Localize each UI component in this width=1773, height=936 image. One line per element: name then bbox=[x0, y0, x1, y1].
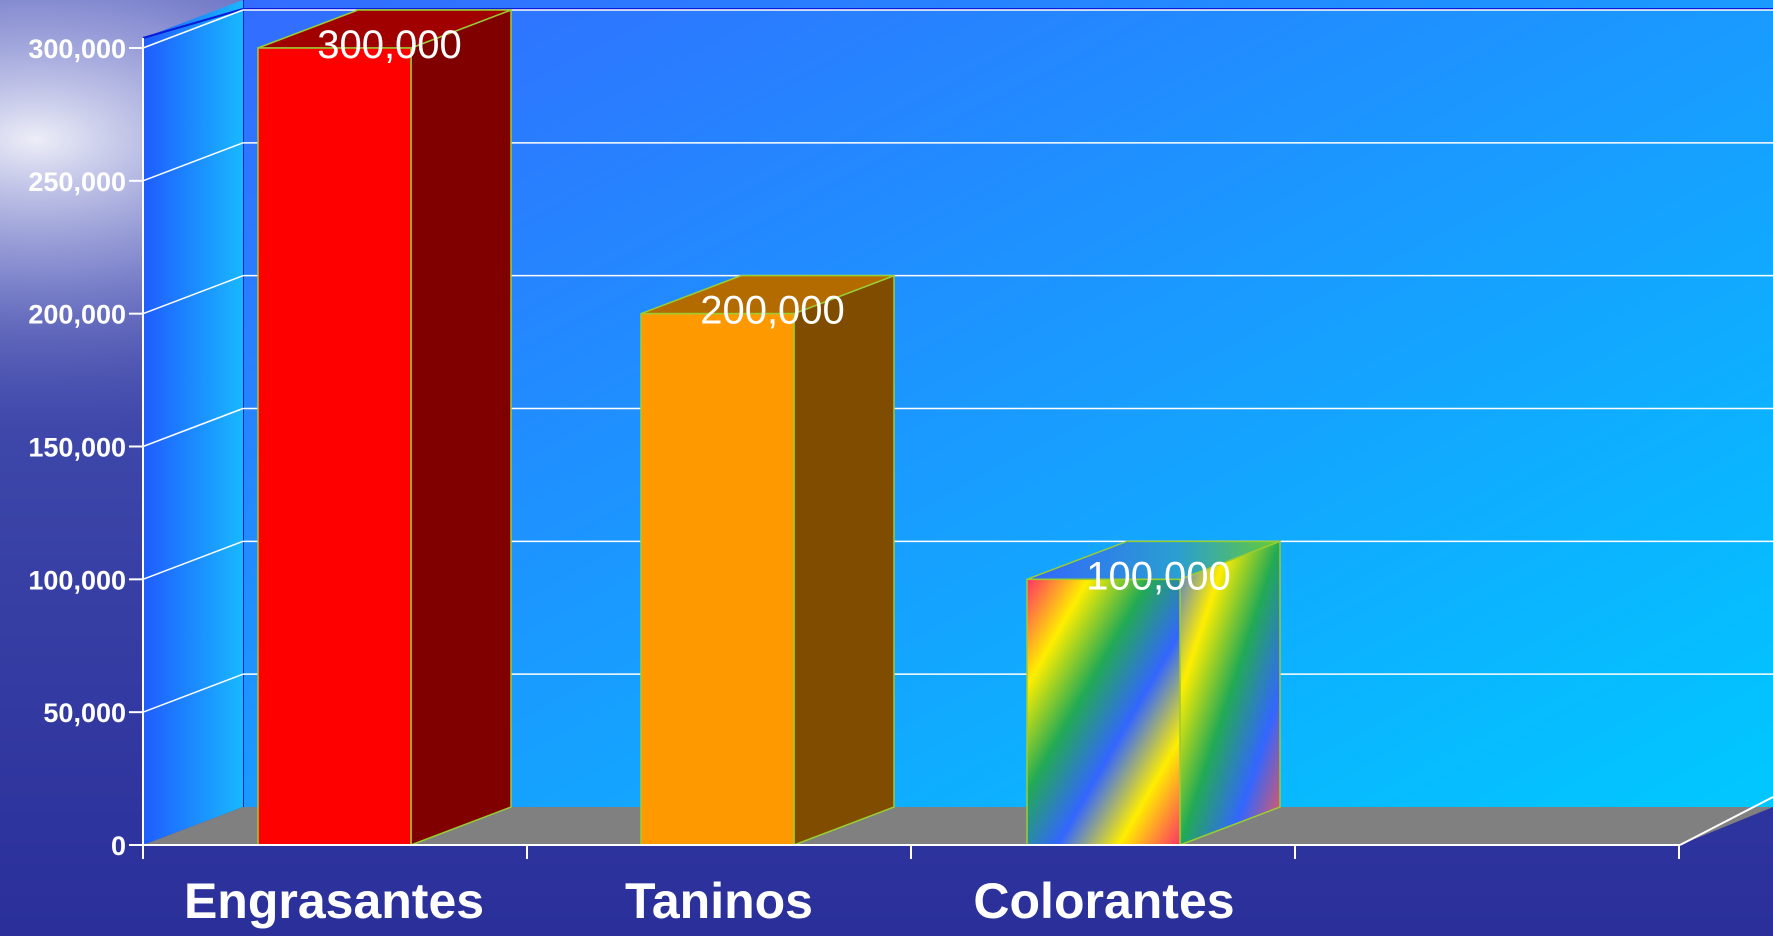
bar-front-face bbox=[640, 312, 795, 846]
chart-floor bbox=[143, 807, 1773, 845]
gridline-side bbox=[142, 540, 244, 581]
category-label: Engrasantes bbox=[184, 873, 484, 929]
gridline-side bbox=[142, 673, 244, 713]
side-wall-top-edge bbox=[142, 8, 244, 39]
floor-edge-right bbox=[1679, 796, 1773, 846]
category-labels: Engrasantes Taninos Colorantes bbox=[184, 873, 1235, 929]
gridline-side bbox=[142, 407, 244, 448]
data-label: 100,000 bbox=[1086, 554, 1231, 598]
category-label: Colorantes bbox=[973, 873, 1234, 929]
y-tick-label: 200,000 bbox=[28, 300, 126, 330]
y-tick-label: 0 bbox=[111, 831, 126, 861]
bar-front-face bbox=[257, 47, 412, 846]
bar-side-face bbox=[410, 8, 512, 847]
category-label: Taninos bbox=[625, 873, 813, 929]
y-tick-labels: 0 50,000 100,000 150,000 200,000 250,000 300,0… bbox=[28, 34, 126, 861]
y-tick-label: 100,000 bbox=[28, 565, 126, 595]
data-label: 200,000 bbox=[700, 289, 845, 333]
data-label: 300,000 bbox=[317, 23, 462, 67]
bar-colorantes bbox=[1026, 540, 1281, 847]
bar-side-face bbox=[793, 274, 895, 847]
y-tick-label: 300,000 bbox=[28, 34, 126, 64]
side-wall bbox=[143, 0, 243, 845]
y-tick-label: 250,000 bbox=[28, 167, 126, 197]
data-labels: 300,000 200,000 100,000 bbox=[317, 23, 1231, 598]
bar-engrasantes bbox=[257, 8, 512, 847]
gridline-side bbox=[142, 142, 244, 182]
floor-plane bbox=[143, 807, 1773, 845]
gridline-side bbox=[142, 274, 244, 315]
axes bbox=[129, 38, 1773, 859]
bars bbox=[257, 8, 1281, 847]
bar-front-face bbox=[1026, 578, 1181, 846]
bar-taninos bbox=[640, 274, 895, 847]
gridline-side bbox=[142, 9, 244, 49]
y-tick-label: 50,000 bbox=[43, 698, 126, 728]
y-tick-label: 150,000 bbox=[28, 433, 126, 463]
